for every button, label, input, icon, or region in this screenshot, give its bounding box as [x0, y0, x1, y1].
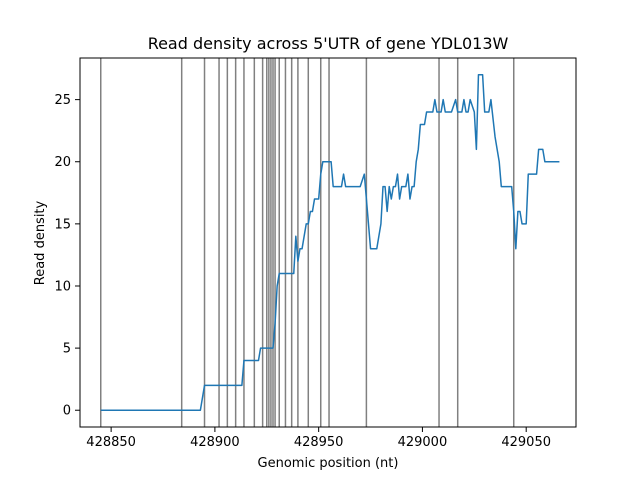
y-tick-label: 5: [63, 342, 71, 357]
x-axis-label: Genomic position (nt): [258, 456, 399, 471]
x-tick-label: 428950: [294, 435, 344, 450]
y-tick-label: 10: [54, 279, 71, 294]
series-line: [100, 74, 560, 411]
y-axis-ticks: 0 5 10 15 20 25: [54, 93, 80, 419]
chart-title: Read density across 5'UTR of gene YDL013…: [148, 34, 509, 53]
y-tick-label: 20: [54, 155, 71, 170]
y-tick-label: 15: [54, 217, 71, 232]
x-axis-ticks: 428850 428900 428950 429000 429050: [86, 427, 551, 450]
plot-frame: [79, 57, 577, 428]
y-tick-label: 25: [54, 93, 71, 108]
x-tick-label: 429000: [398, 435, 448, 450]
y-tick-label: 0: [63, 404, 71, 419]
x-tick-label: 429050: [501, 435, 551, 450]
series-layer: [100, 74, 560, 411]
vertical-lines: [100, 58, 515, 427]
y-axis-label: Read density: [33, 200, 48, 285]
x-tick-label: 428900: [190, 435, 240, 450]
x-tick-label: 428850: [86, 435, 136, 450]
